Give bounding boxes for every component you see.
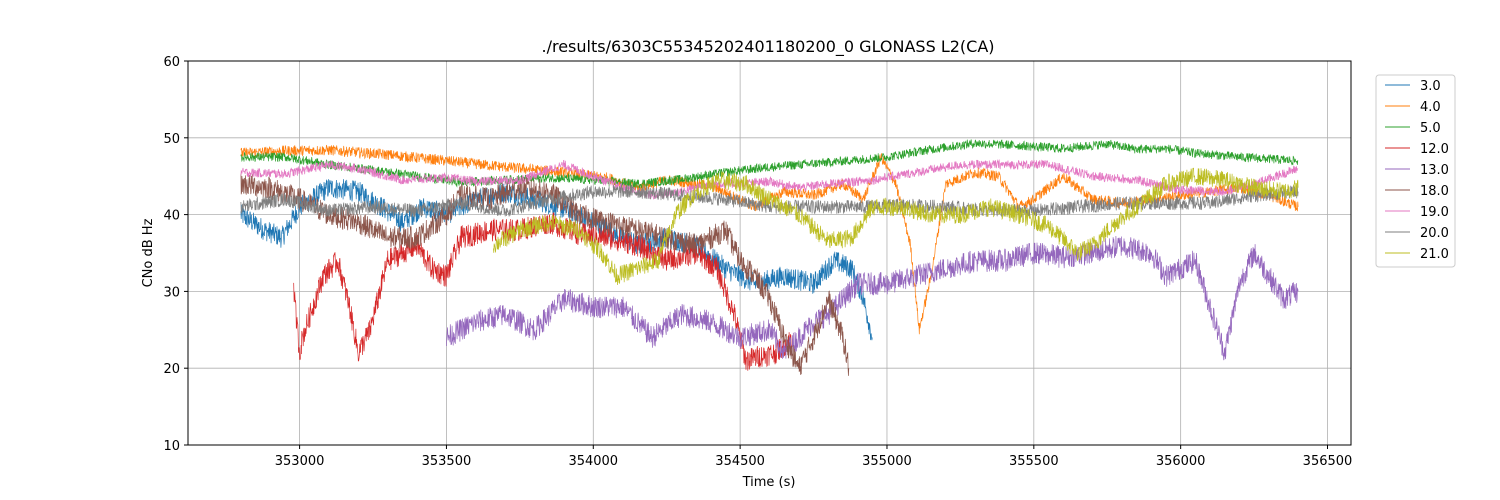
x-tick-label: 356000 — [1156, 454, 1206, 469]
legend-label: 4.0 — [1420, 100, 1441, 115]
x-tick-label: 353500 — [422, 454, 472, 469]
legend-label: 13.0 — [1420, 163, 1449, 178]
x-tick-label: 356500 — [1303, 454, 1353, 469]
legend-label: 19.0 — [1420, 205, 1449, 220]
grid — [188, 60, 1351, 446]
series-line-20-0 — [240, 183, 1299, 218]
series-line-13-0 — [446, 235, 1299, 361]
legend-label: 5.0 — [1420, 121, 1441, 136]
y-tick-label: 10 — [163, 439, 180, 454]
y-tick-label: 20 — [163, 362, 180, 377]
series-lines — [240, 139, 1299, 376]
legend-label: 20.0 — [1420, 226, 1449, 241]
y-axis-label: CNo dB Hz — [141, 218, 156, 287]
x-tick-label: 355500 — [1009, 454, 1059, 469]
series-line-5-0 — [240, 139, 1299, 189]
series-line-21-0 — [493, 167, 1299, 286]
series-line-3-0 — [240, 179, 873, 341]
y-tick-label: 50 — [163, 132, 180, 147]
plot-frame — [187, 60, 1352, 446]
series-line-12-0 — [293, 212, 794, 371]
axis-ticks: 353000 353500 354000 354500 355000 355500 3560… — [163, 55, 1352, 469]
chart-title: ./results/6303C55345202401180200_0 GLONA… — [541, 37, 994, 57]
y-tick-label: 40 — [163, 209, 180, 224]
series-line-19-0 — [240, 158, 1299, 200]
x-axis-label: Time (s) — [742, 475, 796, 490]
x-tick-label: 354000 — [568, 454, 618, 469]
legend-label: 12.0 — [1420, 142, 1449, 157]
legend: 3.0 4.0 5.0 12.0 13.0 18.0 19.0 20.0 21.0 — [1375, 74, 1456, 268]
x-tick-label: 353000 — [275, 454, 325, 469]
legend-label: 21.0 — [1420, 247, 1449, 262]
series-line-18-0 — [240, 173, 850, 376]
x-tick-label: 355000 — [862, 454, 912, 469]
y-tick-label: 60 — [163, 55, 180, 70]
x-tick-label: 354500 — [715, 454, 765, 469]
y-tick-label: 30 — [163, 285, 180, 300]
legend-box — [1375, 74, 1456, 268]
legend-label: 18.0 — [1420, 184, 1449, 199]
legend-label: 3.0 — [1420, 79, 1441, 94]
